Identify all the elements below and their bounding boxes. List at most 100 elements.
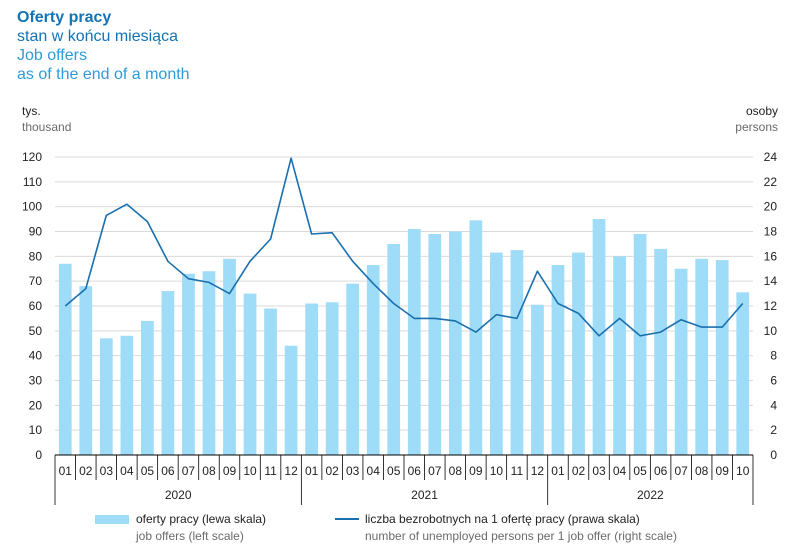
bar: [223, 258, 236, 455]
right-unit-pl: osoby: [745, 104, 778, 118]
bar: [572, 252, 585, 455]
x-tick-label: 10: [490, 464, 504, 478]
x-tick-label: 02: [325, 464, 339, 478]
x-tick-label: 01: [551, 464, 565, 478]
legend-line-label-pl: liczba bezrobotnych na 1 ofertę pracy (p…: [365, 512, 640, 526]
bar: [325, 302, 339, 455]
chart-title-pl: Oferty pracy: [17, 9, 112, 26]
y-left-tick-label: 10: [29, 423, 43, 437]
legend-item-line: liczba bezrobotnych na 1 ofertę pracy (p…: [335, 511, 677, 545]
x-tick-label: 03: [592, 464, 606, 478]
bar: [531, 304, 544, 455]
bar: [428, 233, 442, 455]
y-left-tick-label: 100: [22, 200, 42, 214]
y-left-tick-label: 50: [29, 324, 43, 338]
bar: [141, 320, 154, 455]
bar: [58, 263, 72, 455]
y-left-tick-label: 30: [29, 374, 43, 388]
x-tick-label: 10: [243, 464, 257, 478]
x-tick-label: 04: [367, 464, 381, 478]
series-line: [64, 157, 744, 337]
axes-layer: 0102030405060708090100110120024681012141…: [22, 150, 777, 505]
x-tick-label: 07: [674, 464, 688, 478]
y-right-tick-label: 14: [764, 274, 778, 288]
bar: [161, 291, 175, 455]
y-left-tick-label: 70: [29, 274, 43, 288]
x-tick-label: 05: [633, 464, 647, 478]
y-right-tick-label: 6: [770, 374, 777, 388]
bar: [674, 268, 688, 455]
bar: [510, 250, 524, 455]
y-right-tick-label: 24: [764, 150, 778, 164]
bar: [736, 292, 750, 455]
x-tick-label: 03: [346, 464, 360, 478]
x-tick-label: 04: [120, 464, 134, 478]
legend-swatch-line: [335, 518, 359, 520]
y-left-tick-label: 60: [29, 299, 43, 313]
chart-subtitle-en: as of the end of a month: [17, 66, 190, 83]
legend-line-label-en: number of unemployed persons per 1 job o…: [365, 529, 677, 543]
grid-layer: [55, 156, 753, 431]
legend-bar-label-en: job offers (left scale): [136, 529, 244, 543]
bar-series-job-offers: [58, 219, 750, 455]
bar: [469, 220, 483, 455]
x-tick-label: 07: [428, 464, 442, 478]
bar: [613, 256, 626, 455]
bar: [490, 252, 503, 455]
x-tick-label: 09: [469, 464, 483, 478]
x-tick-label: 11: [511, 464, 524, 478]
chart-subtitle-pl: stan w końcu miesiąca: [17, 28, 178, 45]
y-left-tick-label: 0: [35, 448, 42, 462]
legend-swatch-bar: [95, 515, 129, 524]
bar: [715, 260, 729, 455]
bar: [407, 229, 421, 455]
right-axis-unit: osoby persons: [735, 103, 778, 135]
x-tick-label: 08: [449, 464, 463, 478]
x-tick-label: 01: [59, 464, 73, 478]
y-left-tick-label: 20: [29, 398, 43, 412]
chart-title-en: Job offers: [17, 47, 87, 64]
y-right-tick-label: 18: [764, 225, 778, 239]
y-right-tick-label: 2: [770, 423, 777, 437]
bar: [264, 308, 277, 455]
y-right-tick-label: 4: [770, 398, 777, 412]
x-tick-label: 06: [408, 464, 422, 478]
x-tick-label: 10: [736, 464, 750, 478]
y-right-tick-label: 8: [770, 349, 777, 363]
line-series-unemployed-per-offer: [64, 157, 744, 337]
left-unit-en: thousand: [22, 120, 72, 134]
y-left-tick-label: 80: [29, 249, 43, 263]
y-right-tick-label: 12: [764, 299, 778, 313]
x-tick-label: 12: [284, 464, 298, 478]
bar: [633, 233, 647, 455]
x-tick-label: 03: [100, 464, 114, 478]
x-tick-label: 05: [387, 464, 401, 478]
x-tick-label: 06: [654, 464, 668, 478]
x-tick-label: 07: [182, 464, 196, 478]
bar: [182, 273, 195, 455]
x-tick-label: 08: [695, 464, 709, 478]
year-label: 2022: [637, 488, 664, 502]
bar: [551, 265, 565, 455]
bar: [243, 293, 257, 455]
x-tick-label: 06: [161, 464, 175, 478]
x-tick-label: 02: [572, 464, 586, 478]
year-label: 2021: [411, 488, 438, 502]
y-left-tick-label: 40: [29, 349, 43, 363]
right-unit-en: persons: [735, 120, 778, 134]
bar: [387, 243, 401, 455]
y-right-tick-label: 20: [764, 200, 778, 214]
left-axis-unit: tys. thousand: [22, 103, 71, 135]
y-left-tick-label: 120: [22, 150, 42, 164]
x-tick-label: 02: [79, 464, 93, 478]
left-unit-pl: tys.: [22, 104, 41, 118]
bar: [284, 345, 298, 455]
x-tick-label: 09: [223, 464, 237, 478]
year-label: 2020: [165, 488, 192, 502]
bar: [79, 286, 93, 455]
x-tick-label: 09: [716, 464, 730, 478]
x-tick-label: 05: [141, 464, 155, 478]
x-tick-label: 11: [264, 464, 277, 478]
bar: [120, 335, 134, 455]
